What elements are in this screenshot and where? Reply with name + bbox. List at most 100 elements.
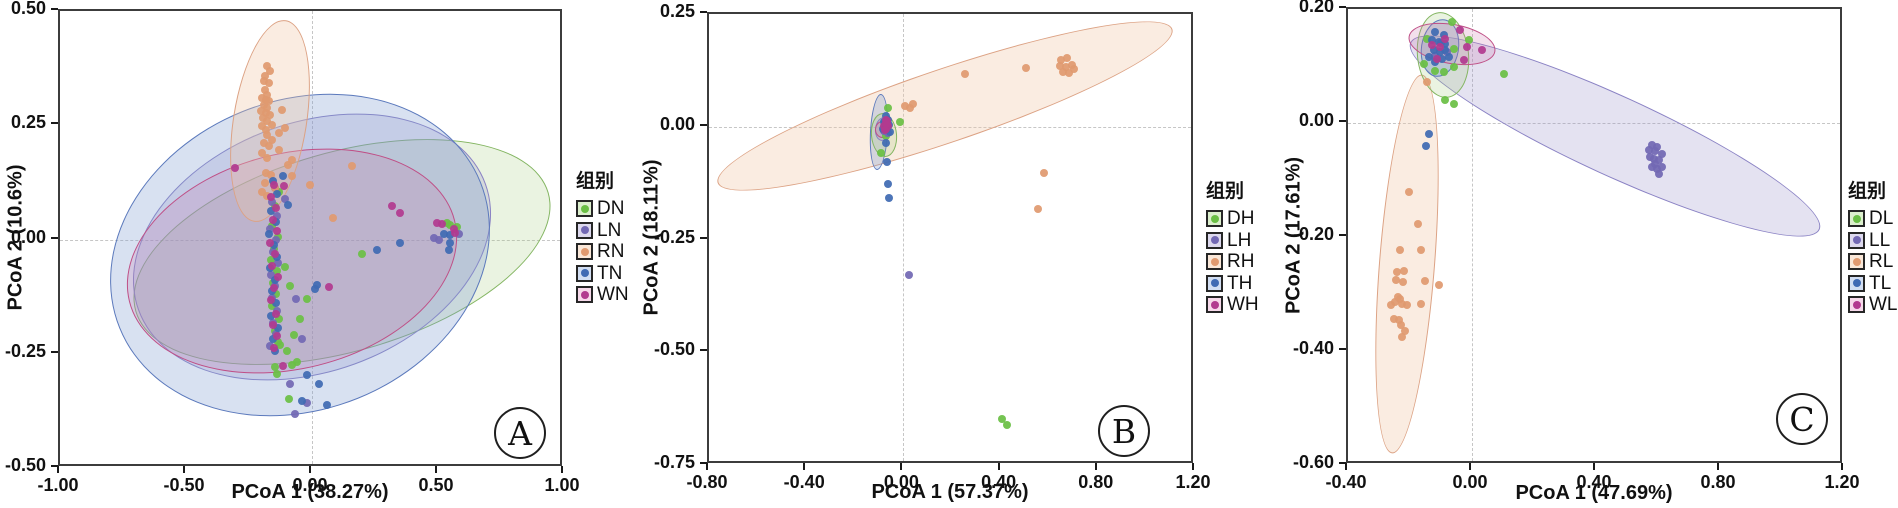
data-point-tn [271, 298, 280, 307]
legend-label: LN [597, 219, 622, 241]
data-point-rl [1397, 333, 1406, 342]
data-point-rn [261, 168, 270, 177]
data-point-tn [297, 397, 306, 406]
data-point-tn [284, 200, 293, 209]
data-point-dn [357, 250, 366, 259]
legend-label: TN [597, 262, 623, 284]
data-point-wl [1455, 26, 1464, 35]
data-point-tl [1429, 46, 1438, 55]
data-point-tn [313, 281, 322, 290]
data-point-tn [302, 370, 311, 379]
data-point-tl [1428, 35, 1436, 44]
data-point-th [884, 180, 893, 189]
x-tick [561, 466, 563, 473]
data-point-rn [264, 141, 273, 150]
y-tick-label: 0.50 [10, 0, 46, 18]
data-point-rl [1400, 267, 1409, 276]
data-point-wn [230, 163, 239, 172]
data-point-tn [269, 241, 278, 250]
legend-item-dh: DH [1206, 208, 1259, 230]
x-tick [1717, 463, 1719, 470]
x-axis-label: PCoA 1 (47.69%) [1515, 482, 1673, 504]
y-tick [700, 11, 707, 13]
data-point-wn [266, 295, 275, 304]
data-point-wn [324, 283, 333, 292]
data-point-rh [901, 101, 910, 110]
data-point-wn [272, 227, 281, 236]
legend-label: TL [1869, 272, 1892, 294]
data-point-rl [1435, 280, 1444, 289]
data-point-ll [1658, 149, 1667, 158]
data-point-tn [273, 323, 282, 332]
legend-label: LL [1869, 229, 1891, 251]
data-point-tn [315, 380, 324, 389]
data-point-wn [269, 343, 278, 352]
data-point-dn [271, 290, 280, 299]
x-tick [435, 466, 437, 473]
data-point-ll [1653, 165, 1662, 174]
dl-swatch-icon [1848, 210, 1865, 228]
data-point-rh [1022, 63, 1031, 72]
legend-label: RN [597, 241, 625, 263]
data-point-ll [1645, 153, 1654, 162]
data-point-ln [297, 335, 306, 344]
data-point-wn [271, 309, 280, 318]
x-axis-label: PCoA 1 (57.37%) [871, 481, 1029, 503]
legend-panel-c: 组别 DL LL RL TL WL [1848, 176, 1898, 316]
data-point-rh [1057, 55, 1066, 64]
data-point-wh [882, 120, 891, 129]
data-point-ln [454, 230, 463, 239]
data-point-tl [1431, 27, 1440, 36]
data-point-rh [1062, 62, 1071, 71]
data-point-dn [272, 267, 281, 276]
data-point-wn [279, 362, 288, 371]
y-tick [51, 236, 58, 239]
data-point-rl [1401, 327, 1410, 336]
lh-swatch-icon [1206, 231, 1223, 249]
data-point-rn [348, 162, 357, 171]
data-point-dh [884, 103, 893, 112]
data-point-rh [1056, 61, 1065, 70]
data-point-rl [1402, 300, 1411, 309]
data-point-rn [257, 106, 266, 115]
x-tick-label: 0.40 [1576, 472, 1612, 492]
data-point-wn [271, 204, 280, 213]
data-point-dn [292, 357, 301, 366]
y-tick-label: -0.50 [4, 455, 46, 475]
data-point-tl [1424, 52, 1433, 61]
x-tick [1192, 463, 1194, 470]
data-point-tl [1445, 52, 1454, 61]
data-point-wn [265, 238, 274, 247]
y-tick [51, 8, 58, 10]
data-point-wl [1428, 40, 1436, 49]
data-point-dl [1440, 68, 1449, 77]
wh-swatch-icon [1206, 296, 1223, 314]
legend-item-ln: LN [576, 220, 629, 242]
legend-item-dn: DN [576, 198, 629, 220]
data-point-wn [268, 320, 277, 329]
data-point-wh [881, 126, 890, 135]
data-point-wn [387, 201, 396, 210]
data-point-tl [1441, 39, 1450, 48]
data-point-dn [272, 370, 281, 379]
data-point-wl [1436, 43, 1445, 52]
ln-swatch-icon [576, 221, 593, 239]
data-point-rl [1392, 275, 1401, 284]
data-point-wl [1441, 35, 1450, 44]
legend-label: WL [1869, 294, 1898, 316]
data-point-rl [1392, 267, 1401, 276]
data-point-dl [1450, 44, 1459, 53]
data-point-dh [895, 117, 904, 126]
data-point-rn [329, 213, 338, 222]
data-point-tn [264, 230, 273, 239]
x-tick [309, 466, 311, 473]
data-point-rn [265, 110, 274, 119]
data-point-wn [273, 272, 282, 281]
y-tick-label: 0.20 [1298, 0, 1334, 16]
x-tick-label: -0.50 [163, 475, 205, 495]
data-point-wn [432, 218, 441, 227]
data-point-rn [267, 135, 276, 144]
data-point-dn [286, 281, 295, 290]
zero-gridline-vertical [903, 14, 905, 461]
x-tick-label: 1.20 [1824, 472, 1860, 492]
